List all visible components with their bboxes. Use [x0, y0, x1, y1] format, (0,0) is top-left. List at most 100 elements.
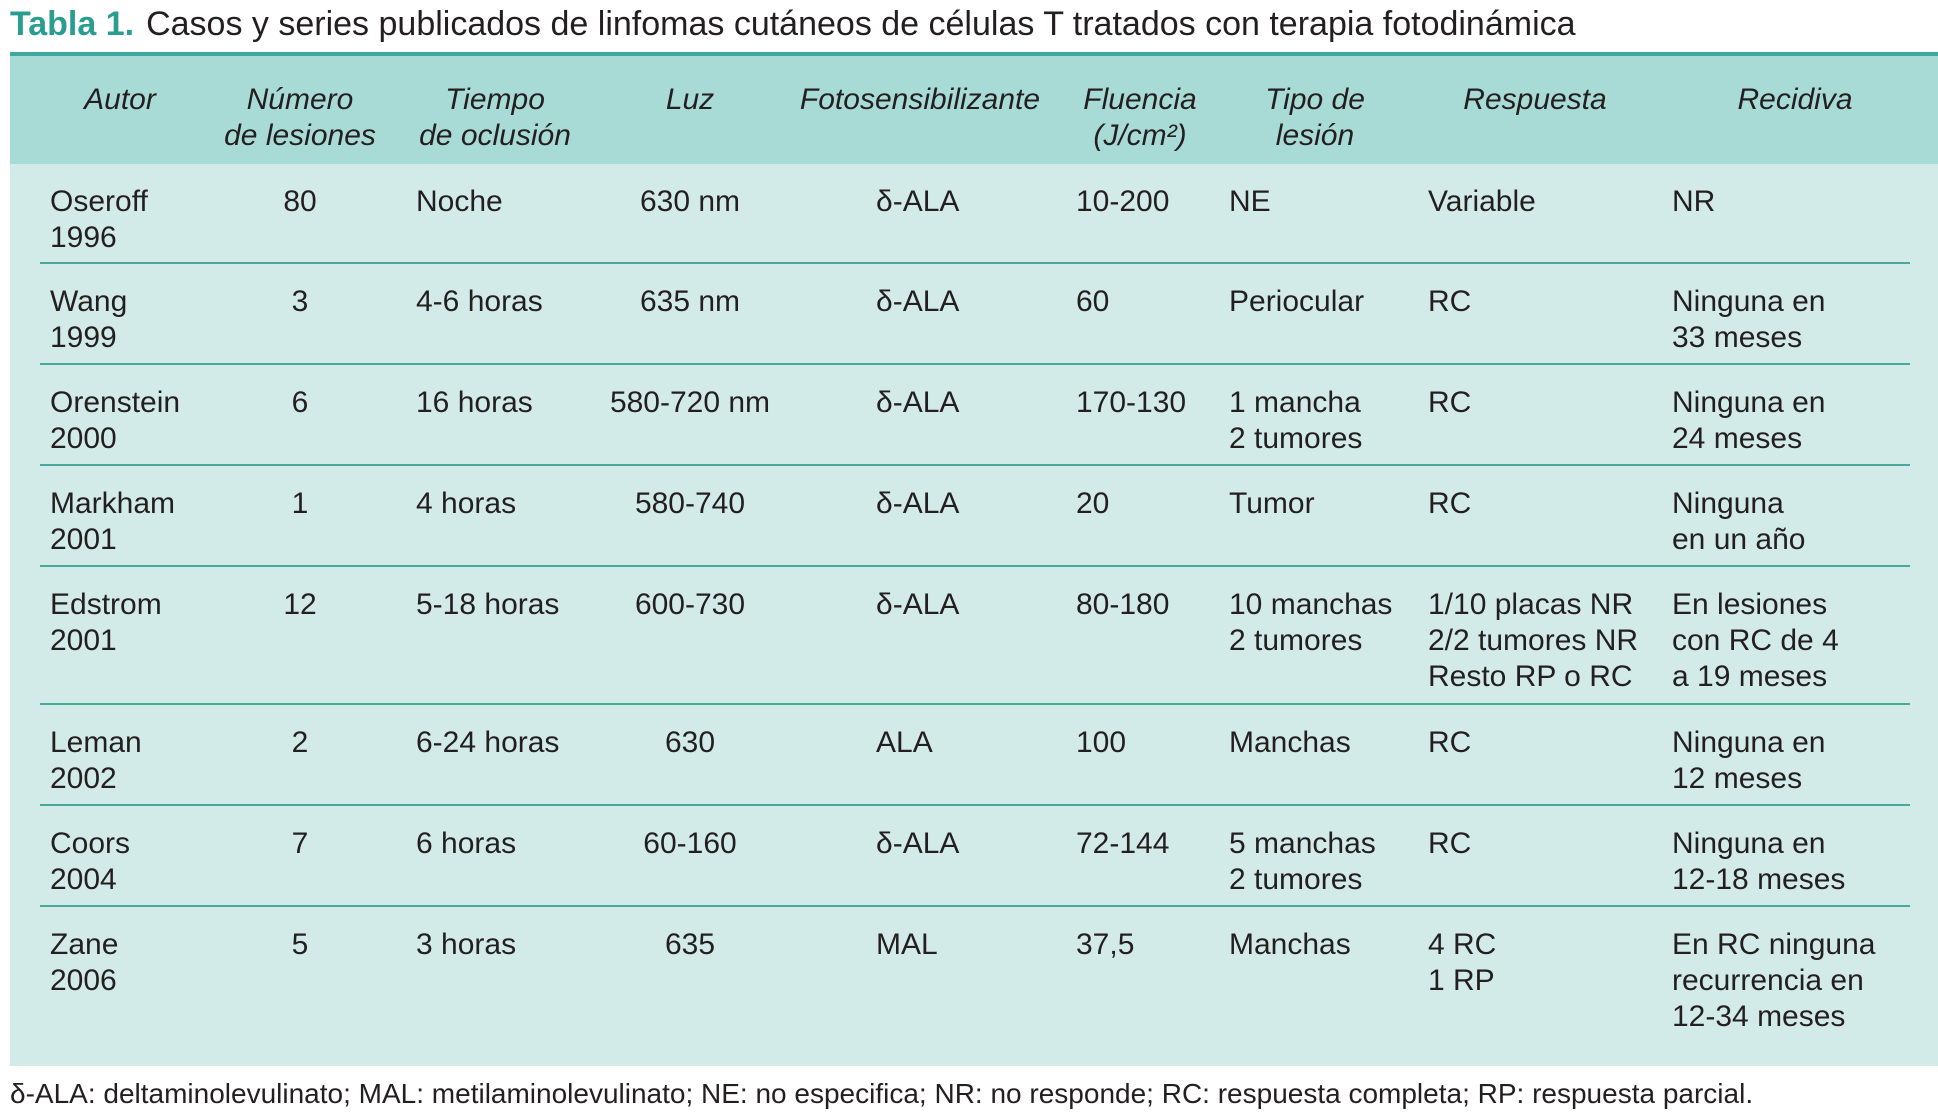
table-title: Tabla 1. Casos y series publicados de lin… [10, 2, 1576, 46]
cell-luz: 580-740 [634, 487, 746, 520]
table-row: Zane 2006 5 3 horas 635 MAL 37,5 Manchas… [10, 907, 1938, 1057]
cell-luz: 600-730 [634, 588, 746, 621]
cell-fotosensibilizante: MAL [876, 928, 938, 961]
column-header-tipo: Tipo de lesión [1265, 83, 1365, 152]
cell-tipo: 10 manchas 2 tumores [1229, 588, 1393, 657]
cell-autor: Leman 2002 [50, 726, 142, 795]
cell-numero: 80 [283, 185, 317, 218]
cell-fluencia: 20 [1076, 487, 1110, 520]
row-divider [40, 262, 1910, 264]
cell-recidiva: Ninguna en un año [1672, 487, 1806, 556]
row-divider [40, 464, 1910, 466]
cell-autor: Coors 2004 [50, 827, 131, 896]
cell-tiempo: 4 horas [416, 487, 517, 520]
cell-luz: 60-160 [643, 827, 737, 860]
cell-luz: 630 nm [639, 185, 741, 218]
table-row: Edstrom 2001 12 5-18 horas 600-730 δ-ALA… [10, 567, 1938, 705]
cell-fotosensibilizante: δ-ALA [876, 827, 960, 860]
table-caption: Casos y series publicados de linfomas cu… [146, 5, 1576, 43]
cell-luz: 635 nm [639, 285, 741, 318]
cell-fotosensibilizante: ALA [876, 726, 933, 759]
cell-fluencia: 170-130 [1076, 386, 1187, 419]
cell-numero: 1 [291, 487, 309, 520]
cell-fotosensibilizante: δ-ALA [876, 386, 960, 419]
row-divider [40, 565, 1910, 567]
cell-recidiva: Ninguna en 12-18 meses [1672, 827, 1846, 896]
cell-fotosensibilizante: δ-ALA [876, 588, 960, 621]
column-header-tiempo: Tiempo de oclusión [419, 83, 571, 152]
table-row: Leman 2002 2 6-24 horas 630 ALA 100 Manc… [10, 705, 1938, 806]
cell-numero: 5 [291, 928, 309, 961]
cell-fluencia: 60 [1076, 285, 1110, 318]
cell-autor: Oseroff 1996 [50, 185, 148, 254]
table-panel: Autor Número de lesiones Tiempo de oclus… [10, 56, 1938, 1066]
column-header-luz: Luz [665, 83, 715, 116]
cell-numero: 7 [291, 827, 309, 860]
cell-autor: Wang 1999 [50, 285, 128, 354]
cell-numero: 2 [291, 726, 309, 759]
cell-tipo: Manchas [1229, 726, 1351, 759]
cell-autor: Orenstein 2000 [50, 386, 181, 455]
cell-tiempo: 4-6 horas [416, 285, 543, 318]
cell-recidiva: Ninguna en 24 meses [1672, 386, 1826, 455]
cell-numero: 12 [283, 588, 317, 621]
cell-fluencia: 37,5 [1076, 928, 1135, 961]
cell-respuesta: Variable [1428, 185, 1536, 218]
cell-recidiva: En RC ninguna recurrencia en 12-34 meses [1672, 928, 1876, 1033]
row-divider [40, 905, 1910, 907]
cell-luz: 580-720 nm [609, 386, 771, 419]
cell-tiempo: 5-18 horas [416, 588, 560, 621]
table-footnote: δ-ALA: deltaminolevulinato; MAL: metilam… [10, 1078, 1754, 1109]
cell-tipo: 1 mancha 2 tumores [1229, 386, 1363, 455]
cell-respuesta: 1/10 placas NR 2/2 tumores NR Resto RP o… [1428, 588, 1639, 693]
cell-fotosensibilizante: δ-ALA [876, 487, 960, 520]
column-header-autor: Autor [84, 83, 156, 116]
cell-recidiva: NR [1672, 185, 1716, 218]
cell-tiempo: 16 horas [416, 386, 533, 419]
cell-numero: 3 [291, 285, 309, 318]
cell-numero: 6 [291, 386, 309, 419]
cell-luz: 630 [664, 726, 716, 759]
cell-autor: Edstrom 2001 [50, 588, 162, 657]
cell-respuesta: 4 RC 1 RP [1428, 928, 1497, 997]
table-header: Autor Número de lesiones Tiempo de oclus… [10, 56, 1938, 164]
cell-autor: Markham 2001 [50, 487, 176, 556]
cell-autor: Zane 2006 [50, 928, 119, 997]
column-header-fotosensibilizante: Fotosensibilizante [799, 83, 1041, 116]
row-divider [40, 703, 1910, 705]
cell-recidiva: En lesiones con RC de 4 a 19 meses [1672, 588, 1839, 693]
cell-luz: 635 [664, 928, 716, 961]
cell-respuesta: RC [1428, 487, 1472, 520]
cell-recidiva: Ninguna en 12 meses [1672, 726, 1826, 795]
table-row: Markham 2001 1 4 horas 580-740 δ-ALA 20 … [10, 466, 1938, 567]
row-divider [40, 804, 1910, 806]
table-row: Coors 2004 7 6 horas 60-160 δ-ALA 72-144… [10, 806, 1938, 907]
cell-fluencia: 10-200 [1076, 185, 1170, 218]
cell-tipo: 5 manchas 2 tumores [1229, 827, 1376, 896]
column-header-numero: Número de lesiones [224, 83, 376, 152]
cell-fotosensibilizante: δ-ALA [876, 185, 960, 218]
table-row: Oseroff 1996 80 Noche 630 nm δ-ALA 10-20… [10, 164, 1938, 264]
cell-respuesta: RC [1428, 386, 1472, 419]
cell-recidiva: Ninguna en 33 meses [1672, 285, 1826, 354]
table-number: Tabla 1. [10, 5, 135, 43]
table-row: Wang 1999 3 4-6 horas 635 nm δ-ALA 60 Pe… [10, 264, 1938, 365]
cell-tipo: Periocular [1229, 285, 1365, 318]
cell-fotosensibilizante: δ-ALA [876, 285, 960, 318]
cell-respuesta: RC [1428, 285, 1472, 318]
column-header-respuesta: Respuesta [1463, 83, 1607, 116]
title-rule [10, 52, 1938, 56]
cell-fluencia: 72-144 [1076, 827, 1170, 860]
cell-fluencia: 80-180 [1076, 588, 1170, 621]
cell-respuesta: RC [1428, 726, 1472, 759]
cell-tipo: Manchas [1229, 928, 1351, 961]
cell-tiempo: 6-24 horas [416, 726, 560, 759]
row-divider [40, 363, 1910, 365]
cell-tipo: NE [1229, 185, 1271, 218]
cell-tiempo: 6 horas [416, 827, 517, 860]
cell-tiempo: 3 horas [416, 928, 517, 961]
cell-tipo: Tumor [1229, 487, 1315, 520]
table-row: Orenstein 2000 6 16 horas 580-720 nm δ-A… [10, 365, 1938, 466]
cell-respuesta: RC [1428, 827, 1472, 860]
column-header-fluencia: Fluencia (J/cm²) [1083, 83, 1197, 152]
